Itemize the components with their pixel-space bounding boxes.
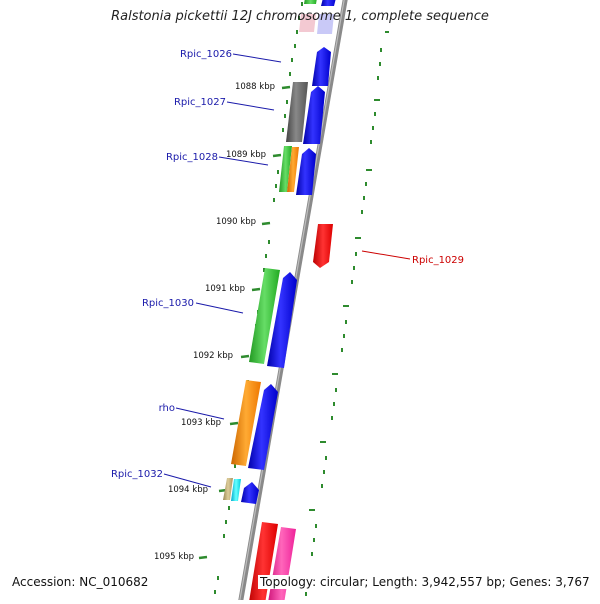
feature-green-1030 (249, 268, 280, 364)
gene-rpic-1029-arrow (313, 224, 333, 268)
feature-top-blue (321, 0, 336, 6)
gene-label-rpic-1028[interactable]: Rpic_1028 (166, 152, 218, 163)
feature-orange-rho (231, 380, 261, 466)
feature-orange-1028 (287, 147, 299, 192)
scale-label-1091: 1091 kbp (205, 284, 245, 294)
scale-label-1090: 1090 kbp (216, 217, 256, 227)
gene-label-rpic-1027[interactable]: Rpic_1027 (174, 97, 226, 108)
feature-gray-1027 (286, 82, 308, 142)
gene-rho-arrow (248, 384, 278, 470)
gene-label-rpic-1026[interactable]: Rpic_1026 (180, 49, 232, 60)
gene-rpic-1027-arrow (303, 86, 325, 144)
inner-major-ticks (198, 85, 291, 560)
gene-label-rpic-1030[interactable]: Rpic_1030 (142, 298, 194, 309)
feature-red-bottom (248, 522, 278, 604)
feature-top-pink-ghost (299, 14, 316, 32)
gene-label-rpic-1029[interactable]: Rpic_1029 (412, 255, 464, 266)
label-connectors (163, 53, 411, 488)
feature-top-blue-ghost (317, 14, 334, 34)
accession-label: Accession: NC_010682 (10, 575, 151, 589)
gene-rpic-1030-arrow (267, 272, 297, 368)
scale-label-1089: 1089 kbp (226, 150, 266, 160)
feature-tan-1032 (223, 478, 233, 500)
gene-rpic-1032-arrow (241, 482, 259, 504)
gene-label-rho[interactable]: rho (159, 403, 175, 414)
topology-label: Topology: circular; Length: 3,942,557 bp… (258, 575, 592, 589)
scale-label-1094: 1094 kbp (168, 485, 208, 495)
map-title: Ralstonia pickettii 12J chromosome 1, co… (111, 9, 489, 24)
feature-green-1028 (279, 146, 292, 192)
scale-label-1092: 1092 kbp (193, 351, 233, 361)
scale-label-1095: 1095 kbp (154, 552, 194, 562)
gene-rpic-1026-arrow (312, 47, 331, 86)
gene-label-rpic-1032[interactable]: Rpic_1032 (111, 469, 163, 480)
scale-label-1088: 1088 kbp (235, 82, 275, 92)
gene-rpic-1028-arrow (296, 148, 316, 195)
scale-label-1093: 1093 kbp (181, 418, 221, 428)
feature-top-green (304, 0, 317, 4)
feature-cyan-1032 (231, 479, 241, 501)
